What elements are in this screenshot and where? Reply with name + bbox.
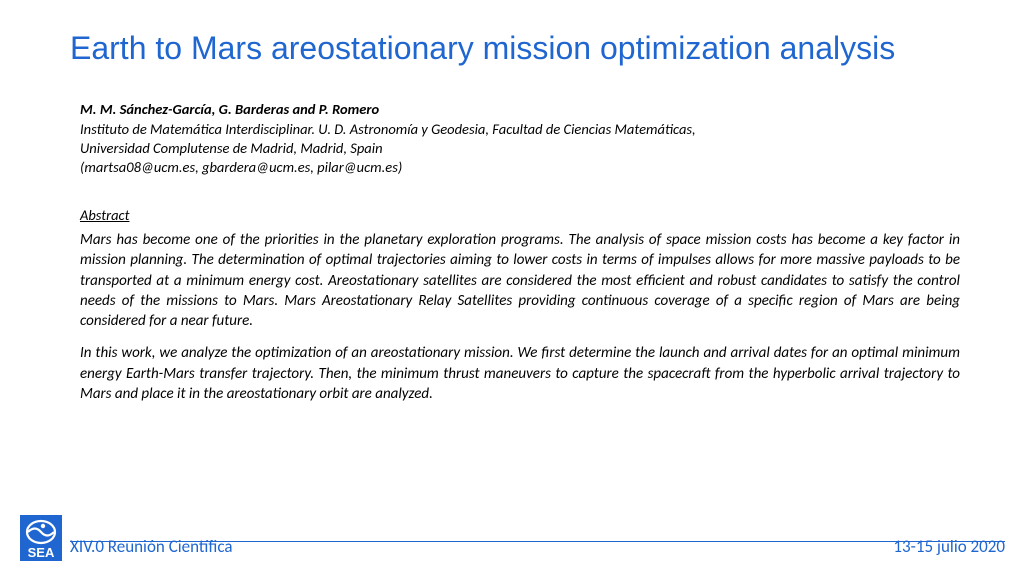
sea-logo-svg: SEA [20,515,62,561]
logo-text: SEA [28,545,55,560]
footer-left-text: XIV.0 Reunión Científica [70,536,233,557]
abstract-paragraph-2: In this work, we analyze the optimizatio… [80,343,960,404]
body-block: M. M. Sánchez-García, G. Barderas and P.… [80,100,960,416]
slide-title-block: Earth to Mars areostationary mission opt… [70,30,980,67]
footer: SEA XIV.0 Reunión Científica 13-15 julio… [20,513,1005,563]
abstract-heading: Abstract [80,206,960,224]
footer-right-text: 13-15 julio 2020 [893,536,1005,557]
slide-title: Earth to Mars areostationary mission opt… [70,30,980,67]
emails-line: (martsa08@ucm.es, gbardera@ucm.es, pilar… [80,158,960,176]
affiliation-line-1: Instituto de Matemática Interdisciplinar… [80,120,960,138]
authors-line: M. M. Sánchez-García, G. Barderas and P.… [80,100,960,118]
sea-logo: SEA [20,515,62,561]
abstract-paragraph-1: Mars has become one of the priorities in… [80,230,960,331]
slide: Earth to Mars areostationary mission opt… [0,0,1020,573]
affiliation-line-2: Universidad Complutense de Madrid, Madri… [80,139,960,157]
logo-dot-icon [41,524,45,528]
